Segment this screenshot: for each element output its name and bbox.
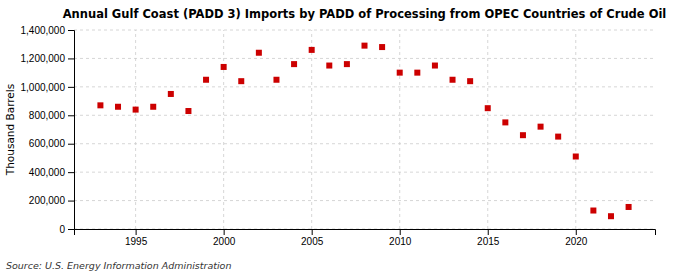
tick-mark: [68, 115, 74, 116]
point: [97, 102, 103, 108]
point: [115, 104, 121, 110]
axis-line: [75, 230, 656, 236]
point: [608, 213, 614, 219]
tick-mark: [576, 229, 577, 235]
point: [520, 132, 526, 138]
tick-label: 1,000,000: [21, 82, 66, 93]
point: [168, 91, 174, 97]
tick-label: 600,000: [29, 138, 66, 149]
source-note: Source: U.S. Energy Information Administ…: [6, 260, 231, 271]
tick-label: 1,200,000: [21, 53, 66, 64]
point: [133, 107, 139, 113]
tick-mark: [68, 172, 74, 173]
tick: 1995: [125, 229, 148, 247]
tick: 800,000: [29, 110, 74, 121]
point: [590, 208, 596, 214]
tick-label: 2005: [301, 236, 324, 247]
tick-label: 1,400,000: [21, 25, 66, 36]
tick: 0: [59, 224, 74, 235]
plot-area: [97, 43, 631, 220]
point: [450, 77, 456, 83]
grid-line-x: [575, 30, 576, 229]
point: [238, 78, 244, 84]
tick: 1,200,000: [21, 53, 75, 64]
grid-line-y: [74, 143, 655, 144]
tick: 2015: [477, 229, 500, 247]
x-axis: 1995 2000 2005 2010 2015 2020: [75, 229, 656, 247]
point: [344, 61, 350, 67]
point: [379, 44, 385, 50]
axis-line: [68, 31, 75, 230]
tick: 2005: [301, 229, 324, 247]
point: [414, 70, 420, 76]
point: [309, 47, 315, 53]
point: [256, 50, 262, 56]
tick: 200,000: [29, 195, 74, 206]
tick-label: 2020: [565, 236, 588, 247]
point: [626, 204, 632, 210]
tick: 600,000: [29, 138, 74, 149]
tick-mark: [68, 58, 74, 59]
tick-mark: [68, 201, 74, 202]
tick-label: 1995: [125, 236, 148, 247]
tick: 1,400,000: [21, 25, 75, 36]
tick-label: 0: [59, 224, 65, 235]
point: [362, 43, 368, 49]
tick-mark: [312, 229, 313, 235]
grid: [74, 30, 655, 229]
grid-line-y: [74, 58, 655, 59]
tick-label: 400,000: [29, 167, 66, 178]
tick-mark: [488, 229, 489, 235]
tick: 2000: [213, 229, 236, 247]
tick-mark: [68, 30, 74, 31]
tick: 400,000: [29, 167, 74, 178]
point: [397, 70, 403, 76]
point: [467, 78, 473, 84]
point: [485, 105, 491, 111]
tick-label: 800,000: [29, 110, 66, 121]
point: [203, 77, 209, 83]
tick-mark: [68, 229, 74, 230]
point: [221, 64, 227, 70]
chart-container: 1995 2000 2005 2010 2015 2020 0 200,000 400,000 6…: [0, 0, 675, 275]
grid-line-x: [399, 30, 400, 229]
grid-line-y: [74, 172, 655, 173]
point: [273, 77, 279, 83]
tick: 2020: [565, 229, 588, 247]
point: [326, 63, 332, 69]
tick-label: 2015: [477, 236, 500, 247]
y-axis: 0 200,000 400,000 600,000 800,000 1,000,000 1,…: [21, 25, 75, 235]
tick-label: 200,000: [29, 195, 66, 206]
tick-mark: [68, 144, 74, 145]
chart: 1995 2000 2005 2010 2015 2020 0 200,000 400,000 6…: [0, 0, 675, 275]
grid-line-x: [487, 30, 488, 229]
point: [185, 108, 191, 114]
grid-line-y: [74, 30, 655, 31]
y-axis-title: Thousand Barrels: [4, 84, 16, 176]
title: Annual Gulf Coast (PADD 3) Imports by PA…: [63, 7, 667, 21]
grid-line-x: [311, 30, 312, 229]
grid-line-x: [135, 30, 136, 229]
point: [432, 63, 438, 69]
point: [291, 61, 297, 67]
grid-line-y: [74, 115, 655, 116]
tick-mark: [224, 229, 225, 235]
grid-line-x: [223, 30, 224, 229]
tick-label: 2010: [389, 236, 412, 247]
grid-line-y: [74, 200, 655, 201]
tick: 2010: [389, 229, 412, 247]
tick-mark: [400, 229, 401, 235]
point: [555, 134, 561, 140]
grid-line-y: [74, 86, 655, 87]
point: [502, 119, 508, 125]
tick-label: 2000: [213, 236, 236, 247]
point: [538, 124, 544, 130]
tick-mark: [68, 87, 74, 88]
tick-mark: [136, 229, 137, 235]
tick: 1,000,000: [21, 82, 75, 93]
point: [150, 104, 156, 110]
point: [573, 154, 579, 160]
